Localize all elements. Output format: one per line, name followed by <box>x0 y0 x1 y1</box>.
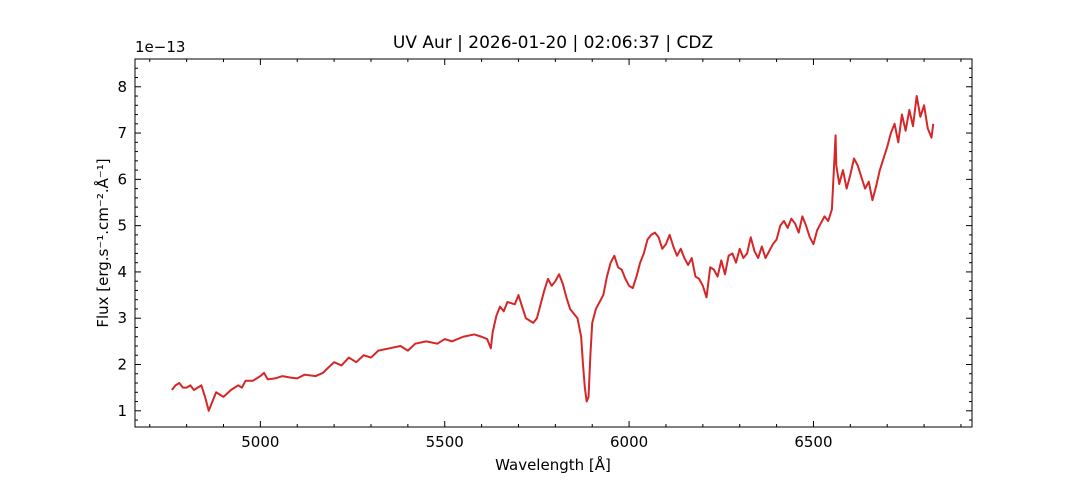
x-axis-label: Wavelength [Å] <box>495 455 611 474</box>
y-axis-label: Flux [erg.s⁻¹.cm⁻².Å⁻¹] <box>93 158 112 327</box>
y-tick-label: 6 <box>117 170 127 188</box>
x-tick-label: 5500 <box>426 433 464 451</box>
y-tick-label: 3 <box>117 309 127 327</box>
y-tick-label: 8 <box>117 78 127 96</box>
plot-frame <box>134 58 973 428</box>
y-offset-label: 1e−13 <box>135 38 185 56</box>
chart-title: UV Aur | 2026-01-20 | 02:06:37 | CDZ <box>393 33 713 53</box>
y-tick-label: 4 <box>117 263 127 281</box>
y-tick-label: 5 <box>117 217 127 235</box>
x-tick-label: 6000 <box>610 433 648 451</box>
spectrum-line-0 <box>171 95 935 412</box>
axis-layer: 5000 5500 6000 6500 1 2 3 4 5 6 7 8 <box>117 58 972 451</box>
y-tick-label: 1 <box>117 402 127 420</box>
y-tick-label: 7 <box>117 124 127 142</box>
x-tick-label: 5000 <box>241 433 279 451</box>
y-tick-label: 2 <box>117 356 127 374</box>
plot-layer <box>171 95 935 412</box>
x-tick-label: 6500 <box>794 433 832 451</box>
